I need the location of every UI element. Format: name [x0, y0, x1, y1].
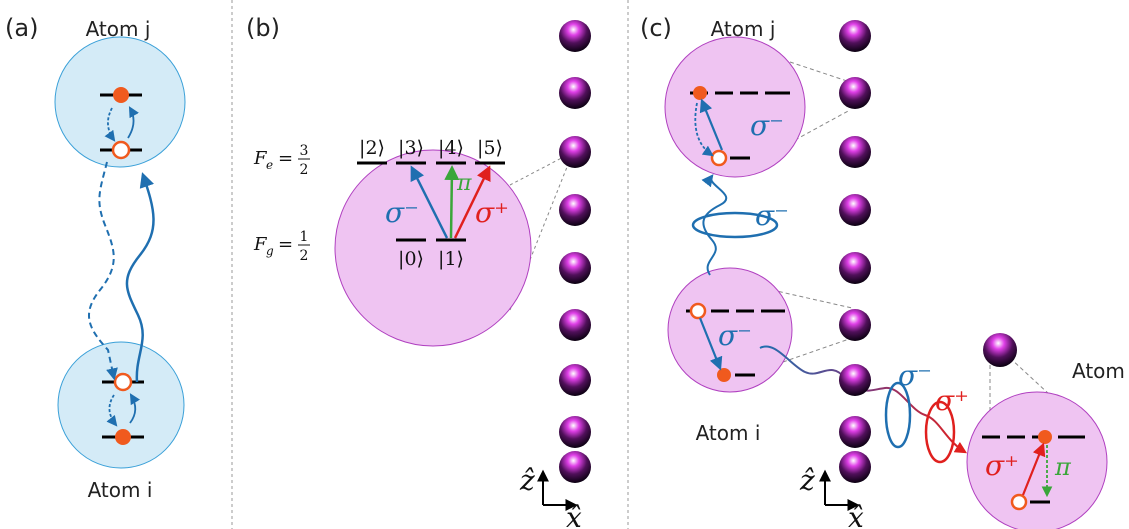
- atom-sphere: [839, 309, 871, 341]
- atom-sphere: [839, 451, 871, 483]
- text: =: [278, 148, 293, 169]
- axis-label: ẑ: [519, 464, 535, 497]
- text: =: [278, 234, 293, 255]
- atom-sphere: [839, 364, 871, 396]
- level-label: F e = 3 2: [253, 143, 310, 178]
- atom-sphere: [839, 20, 871, 52]
- atom-circle: [58, 342, 184, 468]
- zoom-circle: [665, 37, 805, 177]
- state-label: |4⟩: [438, 137, 464, 159]
- text: g: [266, 244, 274, 258]
- state-label: |2⟩: [359, 137, 385, 159]
- text: e: [266, 158, 273, 172]
- atom-chain: [839, 20, 871, 483]
- atom-sphere: [839, 252, 871, 284]
- photon-label: σ⁻: [750, 109, 784, 142]
- text: 3: [300, 143, 309, 159]
- photon-label: π: [1054, 453, 1072, 481]
- excited-atom: [717, 368, 731, 382]
- text: 2: [300, 248, 309, 264]
- atom-sphere: [839, 136, 871, 168]
- atom-sphere: [559, 77, 591, 109]
- excited-atom: [113, 87, 129, 103]
- atom-label: Atom i: [696, 421, 761, 445]
- state-label: |1⟩: [438, 248, 464, 270]
- excited-atom: [1038, 430, 1052, 444]
- atom-chain: [559, 20, 591, 483]
- axis-label: x̂: [566, 501, 582, 529]
- atom-sphere: [559, 20, 591, 52]
- atom-sphere: [839, 194, 871, 226]
- transition-label: π: [456, 171, 472, 196]
- axis-label: ẑ: [799, 464, 815, 497]
- level-label: F g = 1 2: [253, 229, 310, 264]
- atom-sphere: [839, 77, 871, 109]
- photon-label: σ⁺: [935, 384, 969, 417]
- panel-label: (a): [5, 14, 38, 42]
- excited-atom: [115, 429, 131, 445]
- atom-sphere: [559, 364, 591, 396]
- atom-sphere: [559, 136, 591, 168]
- transition-arrow: [451, 168, 452, 238]
- state-label: |5⟩: [477, 137, 503, 159]
- transition-label: σ⁻: [385, 196, 419, 229]
- state-label: |3⟩: [398, 137, 424, 159]
- panel-label: (b): [246, 14, 280, 42]
- photon-label: σ⁻: [898, 359, 932, 392]
- text: 1: [300, 229, 309, 245]
- text: 2: [300, 162, 309, 178]
- axis-label: x̂: [848, 501, 864, 529]
- atom-sphere: [559, 252, 591, 284]
- ground-state: [691, 304, 705, 318]
- atom-sphere: [559, 309, 591, 341]
- photon-path: [703, 176, 726, 275]
- atom-sphere: [983, 333, 1017, 367]
- excited-atom: [693, 86, 707, 100]
- atom-sphere: [839, 416, 871, 448]
- atom-label: Atom k: [1072, 359, 1129, 383]
- figure: (a) Atom j Atom i (b) F e = 3 2 F g = 1 …: [0, 0, 1129, 529]
- ground-state: [113, 142, 129, 158]
- ground-state: [712, 151, 726, 165]
- panel-label: (c): [640, 14, 672, 42]
- photon-label: σ⁻: [718, 319, 752, 352]
- atom-sphere: [559, 416, 591, 448]
- photon-label: σ⁺: [985, 449, 1019, 482]
- photon-label: σ⁻: [755, 199, 789, 232]
- ground-state: [1012, 495, 1026, 509]
- state-label: |0⟩: [398, 248, 424, 270]
- transition-label: σ⁺: [475, 196, 509, 229]
- atom-sphere: [559, 451, 591, 483]
- zoom-circle: [335, 150, 531, 346]
- atom-sphere: [559, 194, 591, 226]
- ground-state: [115, 374, 131, 390]
- atom-label: Atom i: [88, 478, 153, 502]
